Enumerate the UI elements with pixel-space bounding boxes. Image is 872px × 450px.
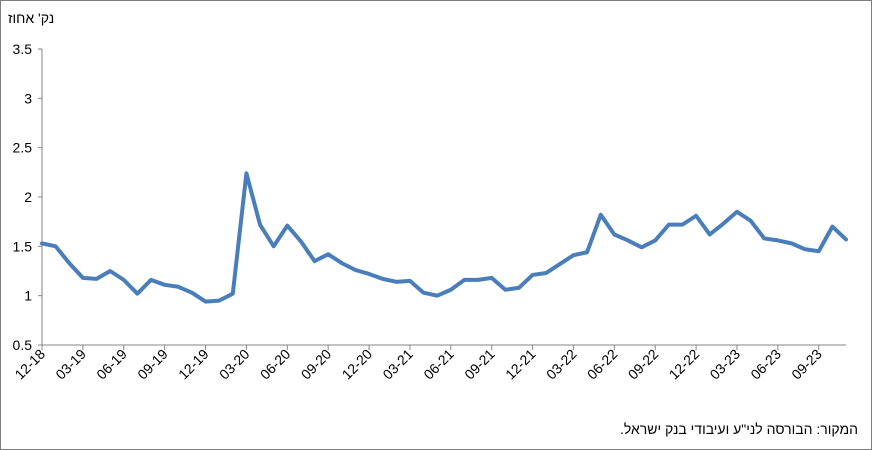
y-tick-label: 0.5	[13, 337, 33, 353]
x-tick-label: 06-21	[420, 346, 457, 383]
y-tick-label: 3	[24, 90, 32, 106]
x-tick-label: 06-22	[584, 346, 621, 383]
x-tick-label: 12-20	[339, 346, 376, 383]
x-tick-label: 03-22	[543, 346, 580, 383]
x-tick-label: 09-19	[134, 346, 171, 383]
y-tick-label: 1.5	[13, 238, 33, 254]
x-tick-label: 06-19	[93, 346, 130, 383]
y-axis-label: נק' אחוז	[8, 10, 55, 26]
x-tick-label: 09-21	[461, 346, 498, 383]
y-tick-label: 1	[24, 288, 32, 304]
y-tick-label: 2.5	[13, 140, 33, 156]
x-tick-label: 12-21	[502, 346, 539, 383]
x-tick-label: 09-23	[788, 346, 825, 383]
x-tick-label: 12-22	[666, 346, 703, 383]
x-tick-label: 06-20	[257, 346, 294, 383]
source-note: המקור: הבורסה לני"ע ועיבודי בנק ישראל.	[619, 421, 858, 437]
y-tick-label: 3.5	[13, 41, 33, 57]
y-tick-label: 2	[24, 189, 32, 205]
x-tick-label: 06-23	[747, 346, 784, 383]
x-tick-label: 12-19	[175, 346, 212, 383]
x-tick-label: 03-20	[216, 346, 253, 383]
series-line	[40, 171, 848, 304]
x-tick-label: 09-20	[298, 346, 335, 383]
x-tick-label: 03-23	[706, 346, 743, 383]
x-tick-label: 09-22	[625, 346, 662, 383]
x-tick-label: 03-21	[379, 346, 416, 383]
x-tick-label: 03-19	[52, 346, 89, 383]
